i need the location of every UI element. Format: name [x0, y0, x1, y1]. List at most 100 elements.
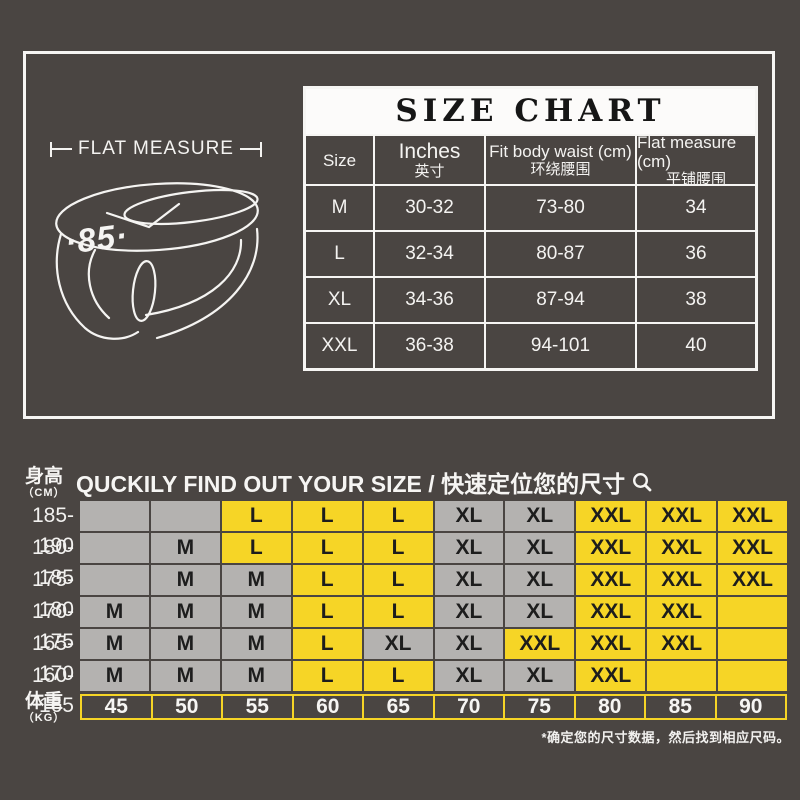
- finder-cell: M: [221, 565, 291, 595]
- inches-cell: 30-32: [375, 186, 484, 230]
- height-range-label: 160-165: [31, 664, 74, 717]
- finder-cell: XXL: [576, 661, 646, 691]
- flat-measure-cell: 38: [637, 278, 755, 322]
- finder-cell: XL: [363, 629, 433, 659]
- measure-tick-right: [260, 141, 263, 157]
- finder-cell: [718, 661, 787, 691]
- finder-cell: M: [221, 597, 291, 627]
- inches-cell: 36-38: [375, 324, 484, 368]
- finder-cell: XL: [505, 565, 575, 595]
- measure-line-right: [239, 148, 261, 150]
- weight-cell: 55: [223, 695, 292, 718]
- finder-cell: M: [150, 629, 220, 659]
- finder-cell: L: [363, 597, 433, 627]
- weight-cell: 75: [505, 695, 574, 718]
- finder-cell: L: [292, 629, 362, 659]
- waistband-opening: [123, 188, 259, 226]
- finder-cell: L: [221, 533, 291, 563]
- finder-cell: XXL: [647, 597, 717, 627]
- fit-body-waist-cell: 73-80: [486, 186, 635, 230]
- finder-cell: M: [221, 661, 291, 691]
- finder-cell: M: [150, 533, 220, 563]
- center-opening: [131, 260, 157, 322]
- weight-cell: 80: [575, 695, 644, 718]
- size-chart-grid: Size Inches 英寸 Fit body waist (cm) 环绕腰围 …: [306, 133, 755, 368]
- inches-cell: 34-36: [375, 278, 484, 322]
- size-cell: XL: [306, 278, 373, 322]
- height-range-labels: 185-190 180-185 175-180 170-175 165-170 160-1…: [0, 501, 74, 717]
- flat-measure-cell: 34: [637, 186, 755, 230]
- flat-measure-caption: FLAT MEASURE: [50, 138, 263, 160]
- waistband-outer: [55, 182, 259, 252]
- finder-cell: XXL: [718, 501, 787, 531]
- panel-border: [23, 51, 775, 419]
- height-range-label: 185-190: [31, 504, 74, 557]
- finder-cell: L: [363, 501, 433, 531]
- finder-cell: XL: [434, 661, 504, 691]
- finder-cell: XL: [434, 565, 504, 595]
- finder-cell: L: [363, 533, 433, 563]
- fit-body-waist-cell: 87-94: [486, 278, 635, 322]
- column-header-flat-measure: Flat measure (cm) 平铺腰围: [637, 133, 755, 188]
- finder-cell: XXL: [505, 629, 575, 659]
- finder-cell: [718, 629, 787, 659]
- finder-cell: [718, 597, 787, 627]
- weight-cell: 65: [364, 695, 433, 718]
- finder-title-text: QUCKILY FIND OUT YOUR SIZE / 快速定位您的尺寸: [76, 471, 626, 497]
- finder-cell: XL: [434, 629, 504, 659]
- finder-cell: [80, 501, 149, 531]
- left-strap-inner: [87, 248, 111, 320]
- weight-cell: 60: [293, 695, 362, 718]
- finder-cell: XXL: [647, 501, 717, 531]
- finder-cell: M: [150, 661, 220, 691]
- finder-cell: [647, 661, 717, 691]
- size-chart-title: SIZE CHART: [306, 89, 755, 134]
- measure-line-left: [52, 148, 73, 150]
- left-strap-outer: [55, 232, 140, 340]
- height-range-label: 165-170: [31, 632, 74, 685]
- finder-cell: M: [80, 597, 149, 627]
- finder-cell: L: [221, 501, 291, 531]
- right-strap-inner: [144, 238, 243, 317]
- finder-cell: XL: [505, 661, 575, 691]
- finder-cell: XL: [505, 501, 575, 531]
- fit-body-waist-cell: 94-101: [486, 324, 635, 368]
- height-range-label: 170-175: [31, 600, 74, 653]
- finder-cell: [80, 533, 149, 563]
- finder-cell: L: [363, 661, 433, 691]
- measure-tick-left: [50, 141, 52, 157]
- finder-cell: M: [80, 629, 149, 659]
- flat-measure-cell: 36: [637, 232, 755, 276]
- finder-cell: XXL: [576, 629, 646, 659]
- height-range-label: 180-185: [31, 536, 74, 589]
- finder-cell: XXL: [718, 565, 787, 595]
- fit-body-waist-cell: 80-87: [486, 232, 635, 276]
- weight-cell: 85: [646, 695, 715, 718]
- finder-cell: XXL: [576, 533, 646, 563]
- finder-cell: L: [292, 565, 362, 595]
- size-cell: M: [306, 186, 373, 230]
- flat-measure-cell: 40: [637, 324, 755, 368]
- finder-cell: XXL: [647, 533, 717, 563]
- finder-cell: XL: [505, 597, 575, 627]
- size-chart-table: SIZE CHART Size Inches 英寸 Fit body waist…: [303, 86, 758, 371]
- finder-cell: XL: [434, 533, 504, 563]
- column-header-inches: Inches 英寸: [375, 136, 484, 184]
- waistband-fold: [105, 202, 181, 229]
- size-cell: L: [306, 232, 373, 276]
- finder-cell: XXL: [647, 565, 717, 595]
- size-cell: XXL: [306, 324, 373, 368]
- finder-cell: M: [221, 629, 291, 659]
- finder-cell: XL: [434, 501, 504, 531]
- finder-cell: [80, 565, 149, 595]
- finder-cell: M: [150, 565, 220, 595]
- finder-cell: XXL: [647, 629, 717, 659]
- inches-cell: 32-34: [375, 232, 484, 276]
- column-header-size: Size: [306, 136, 373, 184]
- flat-measure-label: FLAT MEASURE: [78, 138, 234, 159]
- finder-cell: XXL: [576, 597, 646, 627]
- magnifier-icon: [633, 472, 652, 491]
- finder-cell: [150, 501, 220, 531]
- garment-line-drawing: ·85·: [55, 182, 259, 340]
- weight-axis-label: 体重 （KG）: [22, 691, 66, 725]
